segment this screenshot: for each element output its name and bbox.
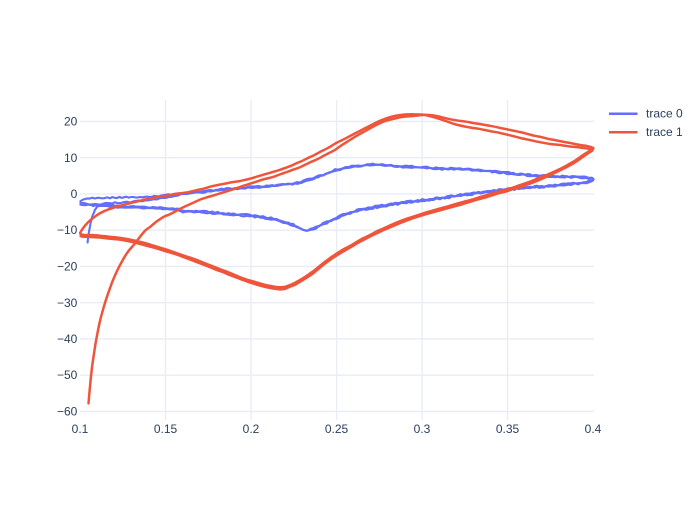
- svg-text:−40: −40: [57, 332, 78, 346]
- svg-text:trace 0: trace 0: [646, 107, 683, 121]
- svg-text:−50: −50: [57, 368, 78, 382]
- svg-text:−30: −30: [57, 296, 78, 310]
- svg-text:0.2: 0.2: [243, 422, 260, 436]
- svg-text:0.15: 0.15: [154, 422, 178, 436]
- svg-text:−10: −10: [57, 223, 78, 237]
- svg-text:0.25: 0.25: [325, 422, 349, 436]
- svg-text:0.4: 0.4: [585, 422, 602, 436]
- svg-text:0.35: 0.35: [496, 422, 520, 436]
- svg-text:0.1: 0.1: [72, 422, 89, 436]
- svg-text:−20: −20: [57, 260, 78, 274]
- svg-text:10: 10: [64, 151, 78, 165]
- svg-text:−60: −60: [57, 405, 78, 419]
- svg-text:20: 20: [64, 115, 78, 129]
- svg-text:0: 0: [71, 187, 78, 201]
- svg-text:0.3: 0.3: [414, 422, 431, 436]
- svg-text:trace 1: trace 1: [646, 125, 683, 139]
